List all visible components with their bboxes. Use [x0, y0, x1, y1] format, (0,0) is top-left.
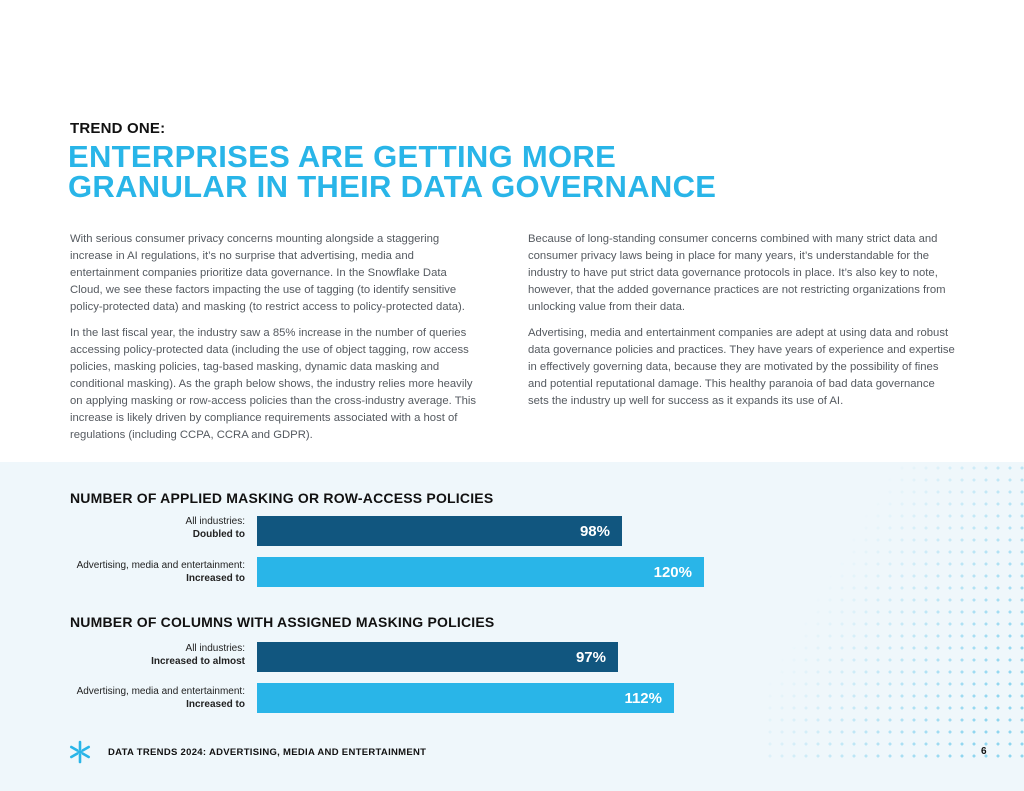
page-footer: DATA TRENDS 2024: ADVERTISING, MEDIA AND… — [0, 740, 1024, 770]
chart-2-bar-1-value-label: 97% — [575, 648, 606, 666]
chart-2-title: NUMBER OF COLUMNS WITH ASSIGNED MASKING … — [70, 614, 495, 630]
chart-2-row-2-label: Advertising, media and entertainment: In… — [40, 685, 245, 711]
snowflake-icon — [69, 740, 91, 764]
chart-1-row-1-label: All industries: Doubled to — [40, 515, 245, 541]
chart-1-bar-2-value-label: 120% — [653, 563, 692, 581]
chart-2-row-1-label-line1: All industries: — [185, 643, 245, 654]
headline-line-2: GRANULAR IN THEIR DATA GOVERNANCE — [68, 169, 717, 204]
chart-1-row-2-label-line2: Increased to — [186, 573, 245, 584]
chart-1-bar-2: 120% — [257, 557, 704, 587]
dot-pattern-decoration — [764, 462, 1024, 762]
chart-2-row-1-label: All industries: Increased to almost — [40, 642, 245, 668]
chart-2-bar-2: 112% — [257, 683, 674, 713]
body-column-right: Because of long-standing consumer concer… — [528, 231, 956, 419]
page-headline: ENTERPRISES ARE GETTING MORE GRANULAR IN… — [68, 139, 717, 204]
body-column-left: With serious consumer privacy concerns m… — [70, 231, 480, 453]
footer-report-title: DATA TRENDS 2024: ADVERTISING, MEDIA AND… — [108, 747, 427, 758]
chart-1-row-2-label-line1: Advertising, media and entertainment: — [76, 560, 245, 571]
chart-2-row-2-label-line2: Increased to — [186, 699, 245, 710]
right-paragraph-2: Advertising, media and entertainment com… — [528, 327, 955, 407]
chart-2-bar-2-value-label: 112% — [624, 689, 662, 707]
chart-1-row-2-label: Advertising, media and entertainment: In… — [40, 559, 245, 585]
chart-panel: NUMBER OF APPLIED MASKING OR ROW-ACCESS … — [0, 462, 1024, 791]
chart-2-bar-1: 97% — [257, 642, 618, 672]
right-paragraph-1: Because of long-standing consumer concer… — [528, 233, 946, 313]
chart-1-row-1-label-line2: Doubled to — [192, 529, 245, 540]
chart-2-row-2-label-line1: Advertising, media and entertainment: — [76, 686, 245, 697]
chart-2-row-1-label-line2: Increased to almost — [151, 656, 245, 667]
chart-1-bar-1-value-label: 98% — [579, 522, 610, 540]
left-paragraph-1: With serious consumer privacy concerns m… — [70, 233, 465, 313]
page-number: 6 — [981, 746, 987, 757]
chart-1-title: NUMBER OF APPLIED MASKING OR ROW-ACCESS … — [70, 490, 494, 506]
trend-kicker: TREND ONE: — [70, 120, 166, 137]
headline-line-1: ENTERPRISES ARE GETTING MORE — [68, 139, 617, 174]
chart-1-row-1-label-line1: All industries: — [185, 516, 245, 527]
left-paragraph-2: In the last fiscal year, the industry sa… — [70, 327, 477, 441]
chart-1-bar-1: 98% — [257, 516, 622, 546]
